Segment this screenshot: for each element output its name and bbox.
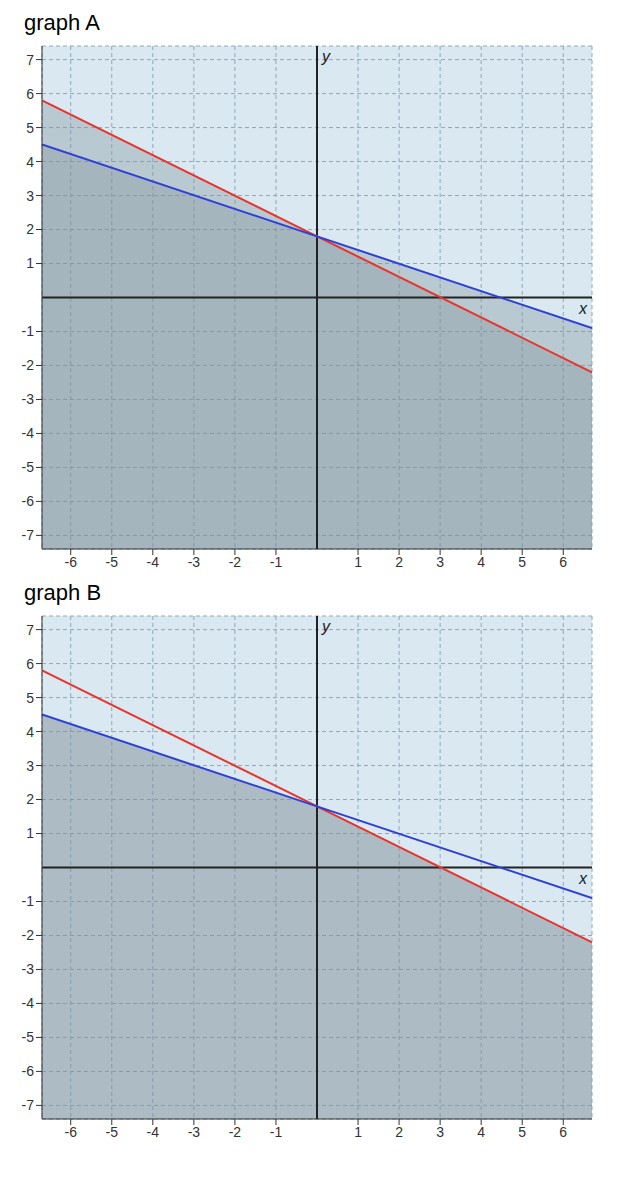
svg-text:4: 4 <box>26 154 34 170</box>
svg-text:1: 1 <box>354 554 362 570</box>
svg-text:6: 6 <box>26 86 34 102</box>
svg-text:-5: -5 <box>22 1029 35 1045</box>
svg-text:5: 5 <box>518 1124 526 1140</box>
svg-text:y: y <box>321 48 331 65</box>
svg-text:6: 6 <box>559 554 567 570</box>
svg-text:-3: -3 <box>22 961 35 977</box>
svg-text:-4: -4 <box>147 1124 160 1140</box>
svg-text:-2: -2 <box>229 1124 242 1140</box>
svg-text:6: 6 <box>559 1124 567 1140</box>
svg-text:-3: -3 <box>188 554 201 570</box>
svg-text:-4: -4 <box>22 995 35 1011</box>
svg-text:3: 3 <box>436 1124 444 1140</box>
svg-text:1: 1 <box>26 825 34 841</box>
svg-text:-1: -1 <box>270 1124 283 1140</box>
svg-text:-7: -7 <box>22 1097 35 1113</box>
svg-text:x: x <box>578 300 588 317</box>
svg-text:-4: -4 <box>22 425 35 441</box>
svg-text:y: y <box>321 618 331 635</box>
svg-text:-1: -1 <box>270 554 283 570</box>
svg-text:-7: -7 <box>22 527 35 543</box>
svg-text:1: 1 <box>354 1124 362 1140</box>
svg-text:5: 5 <box>26 120 34 136</box>
svg-text:-2: -2 <box>229 554 242 570</box>
svg-text:7: 7 <box>26 622 34 638</box>
svg-text:-6: -6 <box>65 554 78 570</box>
svg-text:6: 6 <box>26 656 34 672</box>
svg-text:x: x <box>578 870 588 887</box>
svg-text:5: 5 <box>518 554 526 570</box>
svg-text:3: 3 <box>26 758 34 774</box>
svg-text:3: 3 <box>26 188 34 204</box>
svg-text:-6: -6 <box>22 1063 35 1079</box>
svg-text:-1: -1 <box>22 323 35 339</box>
html-text:graph A: graph A <box>24 10 100 35</box>
svg-text:-2: -2 <box>22 927 35 943</box>
svg-text:-2: -2 <box>22 357 35 373</box>
svg-text:2: 2 <box>395 1124 403 1140</box>
svg-text:5: 5 <box>26 690 34 706</box>
svg-text:4: 4 <box>477 1124 485 1140</box>
svg-text:3: 3 <box>436 554 444 570</box>
svg-text:-6: -6 <box>65 1124 78 1140</box>
svg-text:7: 7 <box>26 52 34 68</box>
svg-text:2: 2 <box>26 221 34 237</box>
svg-text:-5: -5 <box>106 1124 119 1140</box>
html-text:graph B: graph B <box>24 580 102 605</box>
svg-text:-5: -5 <box>22 459 35 475</box>
svg-text:-1: -1 <box>22 893 35 909</box>
svg-text:-4: -4 <box>147 554 160 570</box>
svg-text:-3: -3 <box>22 391 35 407</box>
svg-text:1: 1 <box>26 255 34 271</box>
svg-text:-3: -3 <box>188 1124 201 1140</box>
svg-text:4: 4 <box>26 724 34 740</box>
svg-text:2: 2 <box>26 791 34 807</box>
svg-text:-5: -5 <box>106 554 119 570</box>
svg-text:-6: -6 <box>22 493 35 509</box>
svg-text:4: 4 <box>477 554 485 570</box>
svg-text:2: 2 <box>395 554 403 570</box>
